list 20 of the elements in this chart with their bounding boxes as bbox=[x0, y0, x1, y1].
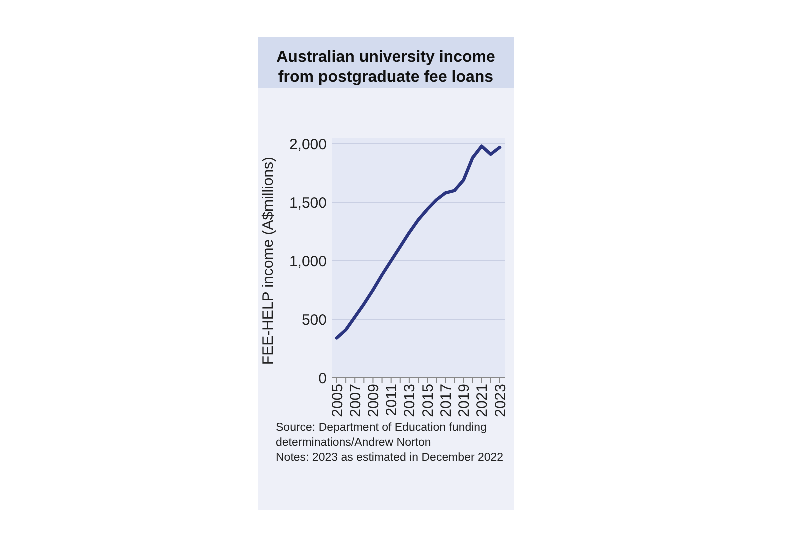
source-note: Source: Department of Education funding determinations/Andrew Norton bbox=[276, 422, 487, 449]
y-axis-title: FEE-HELP income (A$millions) bbox=[260, 156, 277, 366]
x-tick-label: 2005 bbox=[329, 384, 346, 418]
y-tick-label: 500 bbox=[302, 312, 327, 329]
y-tick-label: 1,500 bbox=[289, 194, 327, 212]
line-series bbox=[335, 144, 502, 340]
text: Notes: 2023 as estimated in December 2022 bbox=[276, 452, 504, 464]
x-tick-label: 2009 bbox=[365, 384, 382, 418]
y-tick-label: 1,000 bbox=[289, 253, 327, 270]
x-tick-label: 2015 bbox=[420, 384, 437, 418]
x-tick-label: 2017 bbox=[438, 384, 455, 418]
x-tick-label: 2007 bbox=[347, 384, 364, 418]
chart-title: Australian university income from postgraduate fee loans bbox=[276, 49, 496, 86]
x-tick-label: 2023 bbox=[492, 384, 510, 418]
y-tick-label: 0 bbox=[318, 370, 327, 388]
y-tick-label: 2,000 bbox=[289, 136, 327, 154]
x-tick-label: 2021 bbox=[474, 384, 492, 418]
x-tick-label: 2019 bbox=[456, 384, 474, 418]
x-tick-label: 2011 bbox=[384, 384, 401, 416]
x-tick-label: 2013 bbox=[402, 384, 419, 418]
